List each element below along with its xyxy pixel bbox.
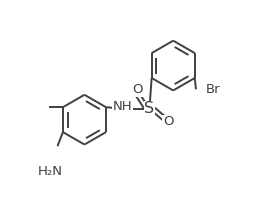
Text: NH: NH — [112, 100, 132, 113]
Text: S: S — [144, 101, 155, 116]
Text: O: O — [163, 115, 174, 128]
Text: Br: Br — [206, 83, 220, 96]
Text: O: O — [132, 83, 142, 96]
Text: H₂N: H₂N — [37, 165, 62, 178]
